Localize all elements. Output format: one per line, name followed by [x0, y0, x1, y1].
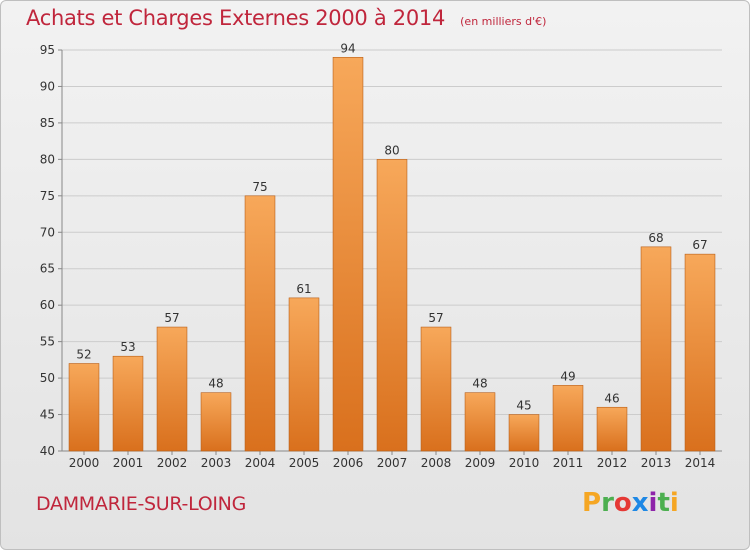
y-tick-label: 45: [40, 408, 55, 422]
x-tick-label: 2001: [113, 456, 144, 470]
x-tick-label: 2003: [201, 456, 232, 470]
y-tick-label: 95: [40, 43, 55, 57]
proxiti-logo[interactable]: Proxiti: [582, 488, 679, 518]
label-layer: 52 53 57 48 75 61 94 80 57 48 45 49 46 68 67: [76, 41, 707, 412]
bar: [684, 253, 716, 452]
bar-value-label: 75: [252, 180, 267, 194]
bar: [508, 414, 540, 452]
bar-value-label: 94: [340, 41, 355, 55]
brand-letter: x: [631, 488, 649, 518]
commune-name: DAMMARIE-SUR-LOING: [36, 493, 247, 515]
x-tick-label: 2004: [245, 456, 276, 470]
bar: [596, 406, 628, 452]
x-tick-label: 2011: [553, 456, 584, 470]
x-tick-label: 2009: [465, 456, 496, 470]
bar-layer: [68, 56, 716, 452]
bar: [376, 159, 408, 452]
bar-value-label: 52: [76, 348, 91, 362]
bar-value-label: 45: [516, 399, 531, 413]
bar-value-label: 48: [472, 377, 487, 391]
y-tick-label: 85: [40, 116, 55, 130]
x-tick-label: 2006: [333, 456, 364, 470]
y-tick-label: 80: [40, 152, 55, 166]
y-tick-label: 70: [40, 225, 55, 239]
brand-letter: i: [648, 488, 658, 518]
bar-value-label: 49: [560, 369, 575, 383]
bar: [332, 56, 364, 452]
x-tick-label: 2005: [289, 456, 320, 470]
brand-letter: o: [613, 488, 632, 518]
x-tick-label: 2002: [157, 456, 188, 470]
brand-letter: t: [657, 488, 670, 518]
x-tick-label: 2014: [685, 456, 716, 470]
bar: [244, 195, 276, 452]
y-tick-label: 75: [40, 189, 55, 203]
y-tick-label: 65: [40, 262, 55, 276]
axis-layer: 40 45 50 55 60 65 70 75 80 85 90 95 2000 2001 2002 2003…: [40, 43, 722, 470]
bar: [200, 392, 232, 452]
bar: [464, 392, 496, 452]
bar: [420, 326, 452, 452]
bar-value-label: 80: [384, 143, 399, 157]
bar-value-label: 68: [648, 231, 663, 245]
brand-letter: P: [582, 488, 602, 518]
x-tick-label: 2013: [641, 456, 672, 470]
y-tick-label: 90: [40, 79, 55, 93]
x-tick-label: 2010: [509, 456, 540, 470]
bar: [288, 297, 320, 452]
y-tick-label: 55: [40, 335, 55, 349]
brand-letter: i: [669, 488, 679, 518]
bar: [640, 246, 672, 452]
brand-letter: r: [601, 488, 614, 518]
bar-value-label: 57: [428, 311, 443, 325]
x-tick-label: 2008: [421, 456, 452, 470]
bar-value-label: 53: [120, 340, 135, 354]
bar-value-label: 57: [164, 311, 179, 325]
chart-title: Achats et Charges Externes 2000 à 2014: [26, 6, 446, 30]
bar: [68, 363, 100, 452]
y-tick-label: 40: [40, 444, 55, 458]
bar-value-label: 46: [604, 391, 619, 405]
y-tick-label: 50: [40, 371, 55, 385]
x-tick-label: 2007: [377, 456, 408, 470]
x-tick-label: 2012: [597, 456, 628, 470]
x-tick-label: 2000: [69, 456, 100, 470]
y-tick-label: 60: [40, 298, 55, 312]
chart-unit-label: (en milliers d'€): [460, 15, 547, 28]
bar-value-label: 67: [692, 238, 707, 252]
bar: [112, 355, 144, 452]
bar: [156, 326, 188, 452]
chart-title-row: Achats et Charges Externes 2000 à 2014 (…: [26, 6, 546, 30]
bar-value-label: 48: [208, 377, 223, 391]
bar: [552, 385, 584, 452]
bar-value-label: 61: [296, 282, 311, 296]
